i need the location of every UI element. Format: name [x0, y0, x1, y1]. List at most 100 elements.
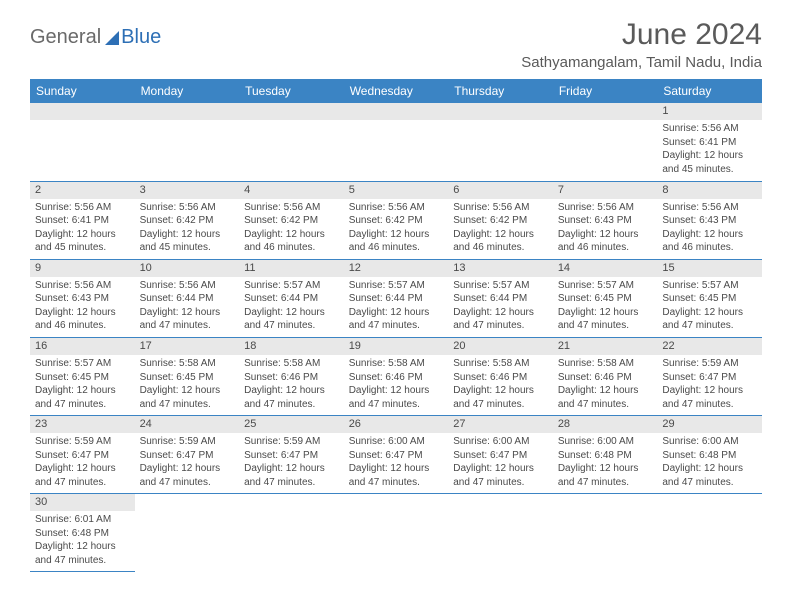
day-details: Sunrise: 5:57 AMSunset: 6:44 PMDaylight:…: [344, 277, 449, 337]
calendar-day-cell: 29Sunrise: 6:00 AMSunset: 6:48 PMDayligh…: [657, 416, 762, 494]
day-details: Sunrise: 5:58 AMSunset: 6:45 PMDaylight:…: [135, 355, 240, 415]
day-number: 9: [30, 260, 135, 277]
logo-text-2: Blue: [121, 26, 161, 48]
day-number: 10: [135, 260, 240, 277]
day-number: 14: [553, 260, 658, 277]
day-details: Sunrise: 6:00 AMSunset: 6:47 PMDaylight:…: [448, 433, 553, 493]
day-number: 20: [448, 338, 553, 355]
calendar-day-cell: 23Sunrise: 5:59 AMSunset: 6:47 PMDayligh…: [30, 416, 135, 494]
calendar-day-cell: 13Sunrise: 5:57 AMSunset: 6:44 PMDayligh…: [448, 259, 553, 337]
calendar-week-row: 30Sunrise: 6:01 AMSunset: 6:48 PMDayligh…: [30, 494, 762, 572]
day-number: 18: [239, 338, 344, 355]
day-number: [553, 103, 658, 120]
day-number: 29: [657, 416, 762, 433]
day-number: 19: [344, 338, 449, 355]
calendar-week-row: 16Sunrise: 5:57 AMSunset: 6:45 PMDayligh…: [30, 337, 762, 415]
weekday-header-row: SundayMondayTuesdayWednesdayThursdayFrid…: [30, 79, 762, 103]
calendar-day-cell: 25Sunrise: 5:59 AMSunset: 6:47 PMDayligh…: [239, 416, 344, 494]
calendar-day-cell: 21Sunrise: 5:58 AMSunset: 6:46 PMDayligh…: [553, 337, 658, 415]
calendar-table: SundayMondayTuesdayWednesdayThursdayFrid…: [30, 79, 762, 572]
calendar-day-cell: 4Sunrise: 5:56 AMSunset: 6:42 PMDaylight…: [239, 181, 344, 259]
calendar-day-cell: 7Sunrise: 5:56 AMSunset: 6:43 PMDaylight…: [553, 181, 658, 259]
day-number: 4: [239, 182, 344, 199]
calendar-day-cell: 28Sunrise: 6:00 AMSunset: 6:48 PMDayligh…: [553, 416, 658, 494]
calendar-day-cell: 9Sunrise: 5:56 AMSunset: 6:43 PMDaylight…: [30, 259, 135, 337]
calendar-day-cell: 5Sunrise: 5:56 AMSunset: 6:42 PMDaylight…: [344, 181, 449, 259]
day-details: Sunrise: 5:56 AMSunset: 6:41 PMDaylight:…: [30, 199, 135, 259]
day-details: Sunrise: 5:56 AMSunset: 6:44 PMDaylight:…: [135, 277, 240, 337]
weekday-header: Wednesday: [344, 79, 449, 103]
calendar-day-cell: [344, 103, 449, 181]
calendar-day-cell: 20Sunrise: 5:58 AMSunset: 6:46 PMDayligh…: [448, 337, 553, 415]
calendar-day-cell: [239, 103, 344, 181]
calendar-day-cell: [135, 494, 240, 572]
page-title: June 2024: [521, 18, 762, 52]
calendar-day-cell: 12Sunrise: 5:57 AMSunset: 6:44 PMDayligh…: [344, 259, 449, 337]
calendar-day-cell: 11Sunrise: 5:57 AMSunset: 6:44 PMDayligh…: [239, 259, 344, 337]
day-details: Sunrise: 6:01 AMSunset: 6:48 PMDaylight:…: [30, 511, 135, 571]
day-details: Sunrise: 5:57 AMSunset: 6:44 PMDaylight:…: [239, 277, 344, 337]
logo: GeneralBlue: [30, 18, 161, 49]
day-details: Sunrise: 5:59 AMSunset: 6:47 PMDaylight:…: [30, 433, 135, 493]
title-block: June 2024 Sathyamangalam, Tamil Nadu, In…: [521, 18, 762, 71]
calendar-week-row: 23Sunrise: 5:59 AMSunset: 6:47 PMDayligh…: [30, 416, 762, 494]
day-number: 21: [553, 338, 658, 355]
day-details: Sunrise: 5:59 AMSunset: 6:47 PMDaylight:…: [657, 355, 762, 415]
calendar-day-cell: 1Sunrise: 5:56 AMSunset: 6:41 PMDaylight…: [657, 103, 762, 181]
day-number: 16: [30, 338, 135, 355]
day-number: 24: [135, 416, 240, 433]
calendar-day-cell: 26Sunrise: 6:00 AMSunset: 6:47 PMDayligh…: [344, 416, 449, 494]
day-number: 1: [657, 103, 762, 120]
day-number: 27: [448, 416, 553, 433]
day-number: 23: [30, 416, 135, 433]
calendar-day-cell: [135, 103, 240, 181]
day-details: Sunrise: 5:56 AMSunset: 6:42 PMDaylight:…: [135, 199, 240, 259]
calendar-day-cell: 22Sunrise: 5:59 AMSunset: 6:47 PMDayligh…: [657, 337, 762, 415]
day-number: [448, 103, 553, 120]
day-details: Sunrise: 5:56 AMSunset: 6:41 PMDaylight:…: [657, 120, 762, 180]
weekday-header: Monday: [135, 79, 240, 103]
day-details: Sunrise: 5:56 AMSunset: 6:43 PMDaylight:…: [553, 199, 658, 259]
calendar-day-cell: 6Sunrise: 5:56 AMSunset: 6:42 PMDaylight…: [448, 181, 553, 259]
day-number: 22: [657, 338, 762, 355]
day-number: 2: [30, 182, 135, 199]
day-number: 6: [448, 182, 553, 199]
calendar-day-cell: [448, 494, 553, 572]
calendar-day-cell: [448, 103, 553, 181]
calendar-day-cell: 2Sunrise: 5:56 AMSunset: 6:41 PMDaylight…: [30, 181, 135, 259]
day-number: [135, 103, 240, 120]
day-details: Sunrise: 5:56 AMSunset: 6:43 PMDaylight:…: [657, 199, 762, 259]
day-details: Sunrise: 5:58 AMSunset: 6:46 PMDaylight:…: [344, 355, 449, 415]
calendar-day-cell: 17Sunrise: 5:58 AMSunset: 6:45 PMDayligh…: [135, 337, 240, 415]
calendar-day-cell: 15Sunrise: 5:57 AMSunset: 6:45 PMDayligh…: [657, 259, 762, 337]
day-number: 15: [657, 260, 762, 277]
day-number: 13: [448, 260, 553, 277]
calendar-day-cell: 19Sunrise: 5:58 AMSunset: 6:46 PMDayligh…: [344, 337, 449, 415]
day-number: 25: [239, 416, 344, 433]
calendar-day-cell: 14Sunrise: 5:57 AMSunset: 6:45 PMDayligh…: [553, 259, 658, 337]
page-header: GeneralBlue June 2024 Sathyamangalam, Ta…: [30, 18, 762, 71]
day-number: [30, 103, 135, 120]
day-details: Sunrise: 5:56 AMSunset: 6:42 PMDaylight:…: [448, 199, 553, 259]
day-details: Sunrise: 5:57 AMSunset: 6:44 PMDaylight:…: [448, 277, 553, 337]
day-number: 17: [135, 338, 240, 355]
day-number: 7: [553, 182, 658, 199]
day-number: [239, 103, 344, 120]
weekday-header: Sunday: [30, 79, 135, 103]
day-number: 30: [30, 494, 135, 511]
day-details: Sunrise: 6:00 AMSunset: 6:48 PMDaylight:…: [553, 433, 658, 493]
day-details: Sunrise: 6:00 AMSunset: 6:47 PMDaylight:…: [344, 433, 449, 493]
logo-sail-icon: [105, 31, 119, 45]
day-details: Sunrise: 5:57 AMSunset: 6:45 PMDaylight:…: [657, 277, 762, 337]
day-number: [344, 103, 449, 120]
day-details: Sunrise: 5:58 AMSunset: 6:46 PMDaylight:…: [553, 355, 658, 415]
weekday-header: Thursday: [448, 79, 553, 103]
day-details: Sunrise: 5:59 AMSunset: 6:47 PMDaylight:…: [135, 433, 240, 493]
calendar-day-cell: [30, 103, 135, 181]
day-details: Sunrise: 5:57 AMSunset: 6:45 PMDaylight:…: [553, 277, 658, 337]
calendar-day-cell: 18Sunrise: 5:58 AMSunset: 6:46 PMDayligh…: [239, 337, 344, 415]
calendar-day-cell: 24Sunrise: 5:59 AMSunset: 6:47 PMDayligh…: [135, 416, 240, 494]
calendar-day-cell: 30Sunrise: 6:01 AMSunset: 6:48 PMDayligh…: [30, 494, 135, 572]
day-details: Sunrise: 6:00 AMSunset: 6:48 PMDaylight:…: [657, 433, 762, 493]
calendar-day-cell: [239, 494, 344, 572]
